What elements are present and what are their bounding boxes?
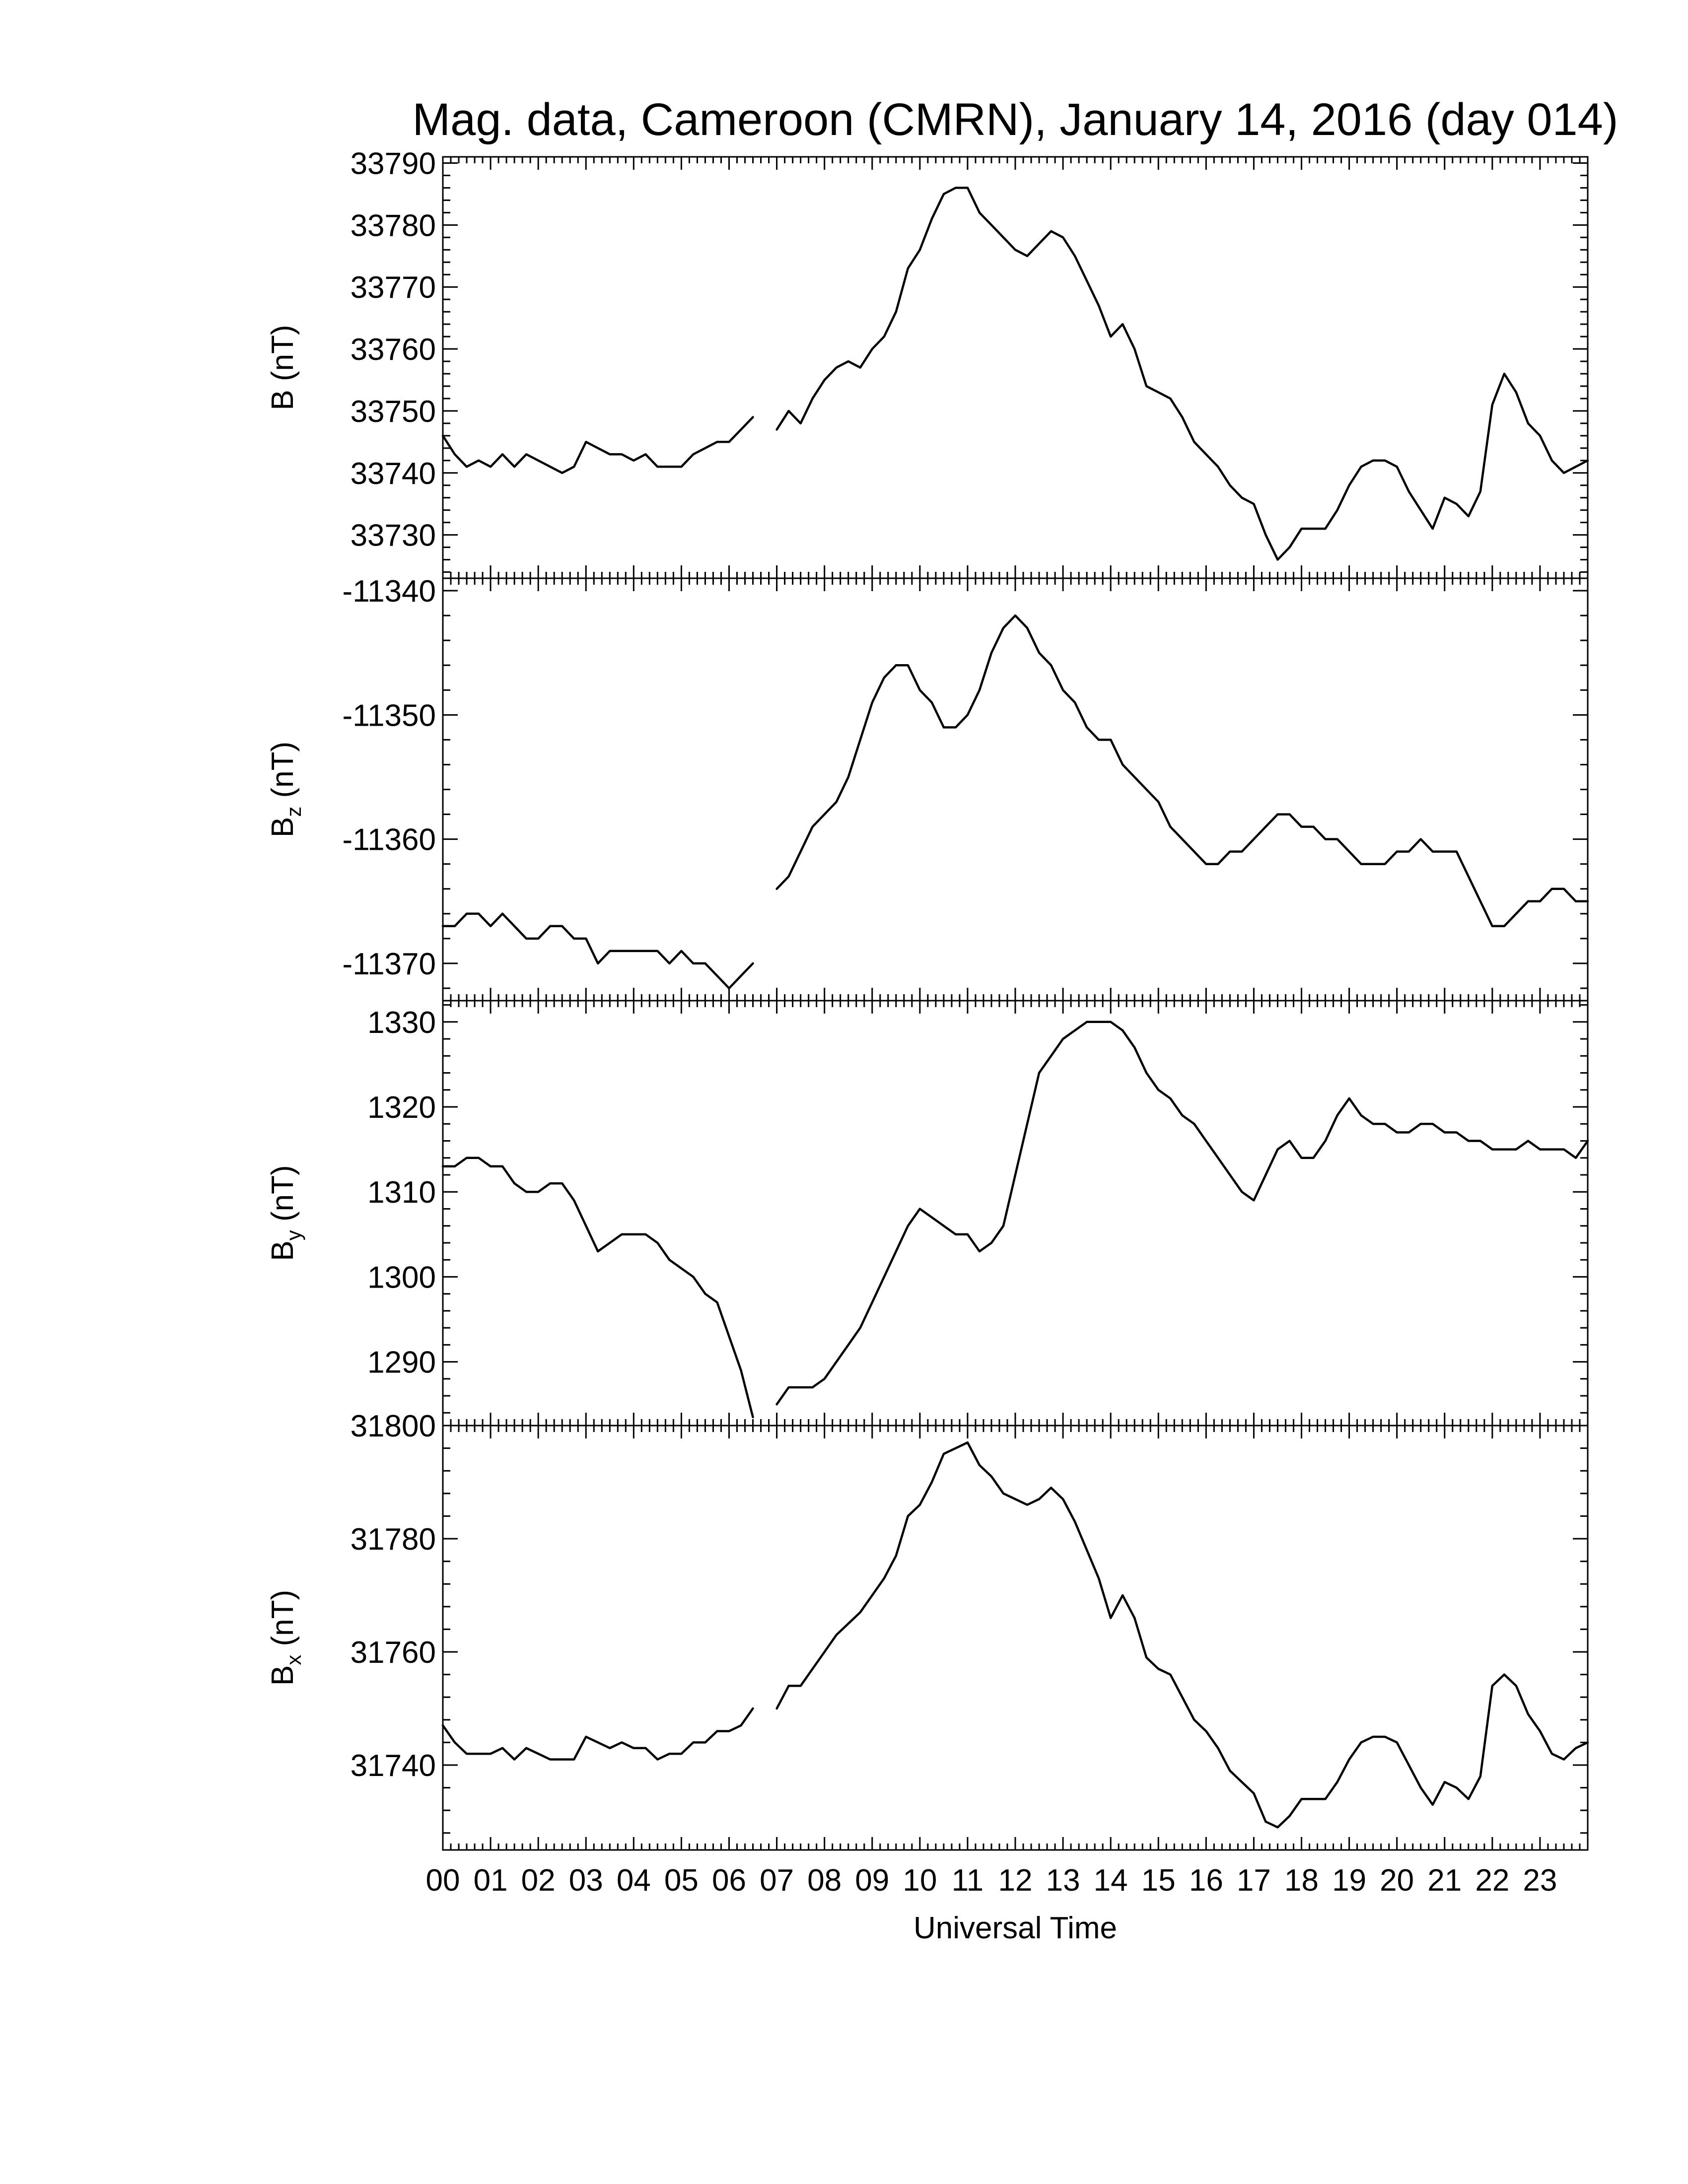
x-tick-label: 19 bbox=[1332, 1863, 1366, 1898]
series-line-b-2 bbox=[775, 187, 1589, 561]
panel-bx: 31740 31760 31780 31800 Bx (nT) bbox=[266, 1409, 1589, 1851]
series-line-bx-1 bbox=[441, 1707, 754, 1761]
x-tick-label: 03 bbox=[569, 1863, 603, 1898]
x-axis-label: Universal Time bbox=[914, 1911, 1117, 1945]
series-line-bx-2 bbox=[775, 1441, 1589, 1829]
y-axis-label: Bz (nT) bbox=[266, 742, 305, 837]
y-axis-label: Bx (nT) bbox=[266, 1590, 305, 1686]
y-tick-label: -11340 bbox=[343, 574, 436, 609]
series-line-by-2 bbox=[775, 1021, 1589, 1406]
x-tick-label: 08 bbox=[807, 1863, 842, 1898]
x-tick-label: 09 bbox=[855, 1863, 889, 1898]
y-tick-label: 1310 bbox=[367, 1175, 436, 1210]
y-tick-label: 33740 bbox=[351, 457, 436, 491]
y-tick-label: 31800 bbox=[351, 1409, 436, 1443]
x-tick-label: 12 bbox=[998, 1863, 1033, 1898]
x-tick-label: 20 bbox=[1380, 1863, 1414, 1898]
x-tick-label: 16 bbox=[1189, 1863, 1223, 1898]
y-tick-label: 31760 bbox=[351, 1636, 436, 1670]
x-tick-label: 18 bbox=[1284, 1863, 1319, 1898]
y-tick-label: 1290 bbox=[367, 1346, 436, 1380]
panels-group: 33730 33740 33750 33760 33770 33780 33790 B (nT… bbox=[266, 146, 1589, 1898]
y-axis-label: By (nT) bbox=[266, 1165, 305, 1261]
y-tick-label: -11350 bbox=[343, 698, 436, 733]
x-tick-label: 10 bbox=[903, 1863, 937, 1898]
y-axis-label: B (nT) bbox=[266, 325, 300, 410]
y-tick-label: 31780 bbox=[351, 1522, 436, 1557]
x-tick-label: 21 bbox=[1427, 1863, 1462, 1898]
x-tick-label: 17 bbox=[1237, 1863, 1271, 1898]
y-tick-label: 33780 bbox=[351, 208, 436, 243]
panel-frame bbox=[442, 577, 1589, 1002]
y-tick-label: 33750 bbox=[351, 395, 436, 429]
chart-title: Mag. data, Cameroon (CMRN), January 14, … bbox=[413, 94, 1618, 145]
x-tick-label: 02 bbox=[521, 1863, 556, 1898]
x-tick-label: 15 bbox=[1141, 1863, 1176, 1898]
panel-frame bbox=[442, 156, 1589, 579]
x-tick-label: 13 bbox=[1046, 1863, 1080, 1898]
y-tick-label: -11360 bbox=[343, 823, 436, 857]
panel-by: 1290 1300 1310 1320 1330 By (nT) bbox=[266, 1000, 1589, 1427]
x-tick-label: 04 bbox=[617, 1863, 651, 1898]
y-tick-label: -11370 bbox=[343, 947, 436, 981]
panel-b: 33730 33740 33750 33760 33770 33780 33790 B (nT… bbox=[266, 146, 1589, 579]
y-tick-label: 33730 bbox=[351, 519, 436, 553]
panel-bz: -11370 -11360 -11350 -11340 Bz (nT) bbox=[266, 574, 1589, 1002]
x-tick-label: 00 bbox=[426, 1863, 460, 1898]
series-line-by-1 bbox=[441, 1157, 754, 1419]
panel-frame bbox=[442, 1425, 1589, 1851]
series-line-bz-1 bbox=[441, 912, 754, 990]
series-line-bz-2 bbox=[775, 614, 1589, 928]
x-tick-label: 05 bbox=[664, 1863, 699, 1898]
panel-frame bbox=[442, 1000, 1589, 1427]
y-tick-label: 1330 bbox=[367, 1006, 436, 1040]
x-tick-label: 14 bbox=[1094, 1863, 1128, 1898]
x-tick-label: 23 bbox=[1523, 1863, 1557, 1898]
y-tick-label: 33770 bbox=[351, 271, 436, 305]
x-tick-label: 01 bbox=[474, 1863, 508, 1898]
y-tick-label: 1300 bbox=[367, 1260, 436, 1295]
y-tick-label: 33790 bbox=[351, 146, 436, 181]
y-tick-label: 33760 bbox=[351, 333, 436, 367]
x-tick-label: 11 bbox=[952, 1863, 984, 1898]
series-line-b-1 bbox=[441, 416, 754, 475]
x-tick-label: 07 bbox=[760, 1863, 794, 1898]
x-tick-label: 22 bbox=[1475, 1863, 1509, 1898]
y-tick-label: 31740 bbox=[351, 1749, 436, 1783]
x-tick-label: 06 bbox=[712, 1863, 746, 1898]
y-tick-label: 1320 bbox=[367, 1091, 436, 1125]
